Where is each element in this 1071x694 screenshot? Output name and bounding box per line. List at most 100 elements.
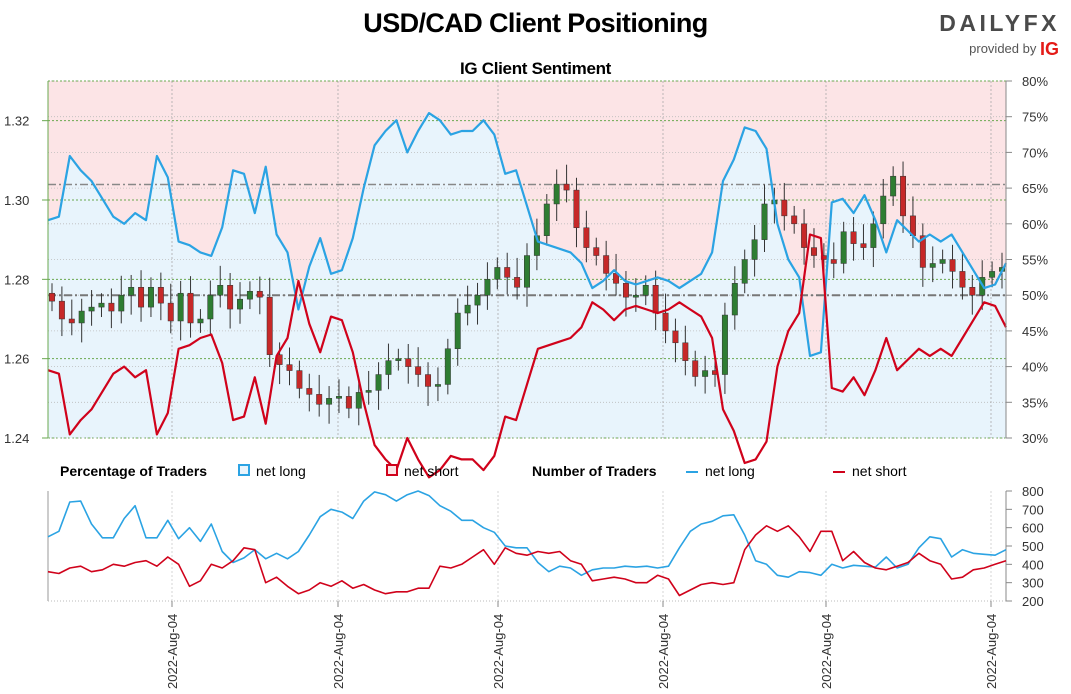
candle-body [108, 302, 115, 312]
candle-body [454, 312, 461, 349]
percent-tick-label: 70% [1022, 145, 1048, 160]
price-tick-label: 1.26 [4, 352, 29, 367]
candle-body [751, 239, 758, 260]
trader-count-tick-label: 300 [1022, 576, 1044, 591]
candle-body [177, 292, 184, 322]
candle-body [949, 259, 956, 272]
brand-name: DAILYFX [939, 10, 1060, 36]
candle-body [781, 199, 788, 217]
candle-body [246, 290, 253, 300]
candle-body [88, 306, 95, 312]
candle-body [138, 287, 145, 308]
candle-body [494, 267, 501, 280]
candle-body [286, 364, 293, 371]
candle-body [58, 300, 65, 320]
candle-body [731, 283, 738, 316]
candle-body [811, 247, 817, 256]
candle-body [167, 302, 174, 322]
candle-body [702, 370, 709, 377]
legend-pct-short-swatch [386, 464, 398, 476]
candle-body [989, 271, 996, 278]
candle-body [524, 255, 530, 288]
legend-pct-heading: Percentage of Traders [60, 463, 208, 479]
candle-body [850, 231, 857, 244]
candle-body [355, 392, 362, 409]
candle-body [514, 277, 521, 288]
candle-body [820, 255, 827, 260]
net-short-percent-line [47, 233, 1007, 479]
date-tick-label: 2022-Aug-04 [165, 614, 180, 689]
candle-body [662, 312, 669, 332]
candle-body [939, 259, 946, 264]
candle-body [642, 285, 649, 296]
candle-body [444, 348, 451, 385]
candle-body [830, 259, 837, 264]
candle-body [563, 183, 570, 191]
legend-pct-long: net long [256, 463, 306, 479]
percent-tick-label: 75% [1022, 110, 1048, 125]
candle-body [543, 203, 550, 236]
candle-body [632, 294, 639, 298]
percent-tick-label: 65% [1022, 181, 1048, 196]
percent-tick-label: 40% [1022, 360, 1048, 375]
candle-body [227, 285, 234, 310]
candle-body [345, 396, 352, 409]
candle-body [464, 304, 471, 314]
candle-body [415, 366, 422, 375]
chart-subtitle: IG Client Sentiment [459, 59, 612, 78]
candle-body [425, 374, 432, 387]
price-tick-label: 1.32 [4, 114, 29, 129]
legend-num-long-swatch [686, 471, 698, 473]
candle-body [890, 175, 897, 197]
candle-body [622, 283, 629, 298]
candle-body [919, 235, 926, 268]
net-short-count-line [47, 525, 1007, 597]
percent-tick-label: 60% [1022, 217, 1048, 232]
trader-count-tick-label: 600 [1022, 521, 1044, 536]
candle-body [583, 227, 590, 248]
candle-body [603, 255, 610, 274]
legend-num-heading: Number of Traders [532, 463, 657, 479]
candle-body [692, 360, 699, 377]
candle-body [147, 287, 154, 308]
legend-pct-short: net short [404, 463, 459, 479]
date-tick-label: 2022-Aug-04 [819, 614, 834, 689]
net-long-percent-line [47, 112, 1007, 357]
chart-title: USD/CAD Client Positioning [363, 8, 708, 38]
candle-body [870, 223, 877, 248]
candle-body [306, 388, 313, 395]
candle-body [840, 231, 847, 264]
candle-body [672, 330, 679, 344]
candle-body [969, 287, 976, 296]
legend-num-short-swatch [833, 471, 845, 473]
percent-tick-label: 50% [1022, 288, 1048, 303]
candle-body [553, 183, 560, 205]
candle-body [98, 302, 105, 308]
candle-body [741, 259, 748, 284]
legend-num-short: net short [852, 463, 907, 479]
candle-body [296, 370, 303, 389]
date-tick-label: 2022-Aug-04 [984, 614, 999, 689]
candle-body [128, 287, 135, 296]
candle-body [68, 318, 75, 324]
percent-tick-label: 35% [1022, 395, 1048, 410]
trader-count-tick-label: 700 [1022, 502, 1044, 517]
date-tick-label: 2022-Aug-04 [656, 614, 671, 689]
date-tick-label: 2022-Aug-04 [491, 614, 506, 689]
percent-tick-label: 55% [1022, 253, 1048, 268]
candle-body [761, 203, 768, 240]
price-tick-label: 1.24 [4, 431, 29, 446]
candle-body [395, 358, 402, 361]
candle-body [801, 223, 808, 248]
candle-body [929, 263, 936, 268]
ig-logo: IG [1039, 39, 1059, 59]
candle-body [573, 189, 580, 229]
candle-body [682, 342, 689, 361]
net-long-count-line [47, 490, 1007, 578]
candle-body [405, 358, 412, 367]
candle-body [207, 294, 214, 320]
candle-body [336, 396, 342, 399]
candle-body [49, 292, 55, 302]
trader-count-tick-label: 400 [1022, 557, 1044, 572]
